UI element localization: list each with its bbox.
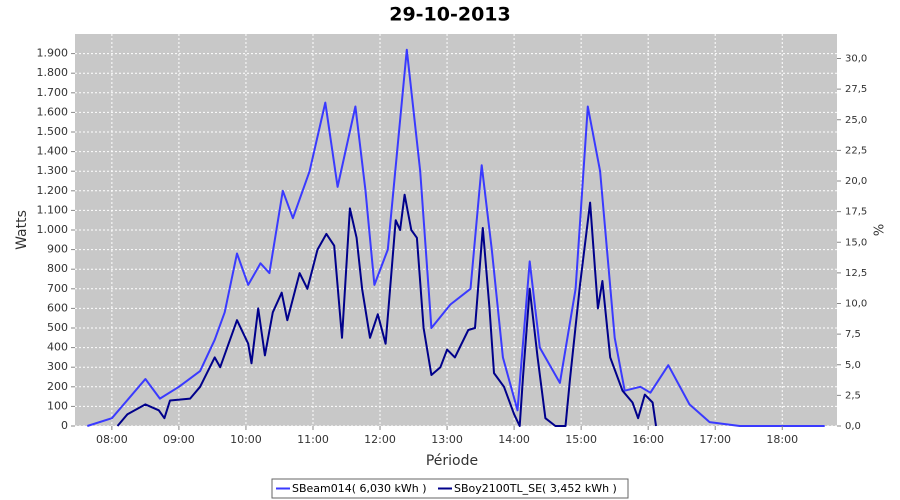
y2-tick-label: 17,5 xyxy=(845,207,867,218)
y-tick-label: 1.300 xyxy=(37,164,69,177)
x-tick-label: 13:00 xyxy=(431,433,463,446)
y-tick-label: 900 xyxy=(47,243,68,256)
x-tick-label: 18:00 xyxy=(766,433,798,446)
x-tick-label: 10:00 xyxy=(230,433,262,446)
y-tick-label: 600 xyxy=(47,301,68,314)
x-axis-label: Période xyxy=(426,453,478,469)
legend-label: SBeam014( 6,030 kWh ) xyxy=(292,482,427,495)
y2-tick-label: 22,5 xyxy=(845,145,867,156)
y-tick-label: 1.500 xyxy=(37,125,69,138)
chart-title: 29-10-2013 xyxy=(389,4,511,26)
y-axis-label: Watts xyxy=(14,210,30,250)
x-tick-label: 09:00 xyxy=(163,433,195,446)
y2-tick-label: 7,5 xyxy=(845,329,861,340)
y-tick-label: 400 xyxy=(47,341,68,354)
y-tick-label: 1.700 xyxy=(37,86,69,99)
y2-tick-label: 0,0 xyxy=(845,421,861,432)
y2-tick-label: 12,5 xyxy=(845,268,867,279)
y-tick-label: 500 xyxy=(47,321,68,334)
y-tick-label: 200 xyxy=(47,380,68,393)
x-tick-label: 14:00 xyxy=(498,433,530,446)
y2-tick-label: 20,0 xyxy=(845,176,867,187)
x-tick-label: 15:00 xyxy=(565,433,597,446)
y-tick-label: 1.200 xyxy=(37,184,69,197)
y2-tick-label: 2,5 xyxy=(845,390,861,401)
y-tick-label: 1.800 xyxy=(37,66,69,79)
marks xyxy=(86,48,825,427)
y2-tick-label: 27,5 xyxy=(845,84,867,95)
y-tick-label: 800 xyxy=(47,262,68,275)
x-tick-label: 11:00 xyxy=(297,433,329,446)
y2-tick-label: 15,0 xyxy=(845,237,867,248)
y2-tick-label: 10,0 xyxy=(845,299,867,310)
y2-tick-label: 25,0 xyxy=(845,115,867,126)
y-tick-label: 1.400 xyxy=(37,145,69,158)
y-tick-label: 300 xyxy=(47,360,68,373)
y2-tick-label: 30,0 xyxy=(845,54,867,65)
grid xyxy=(75,34,837,427)
series-line xyxy=(116,193,657,427)
y-tick-label: 700 xyxy=(47,282,68,295)
x-tick-label: 08:00 xyxy=(96,433,128,446)
y-tick-label: 1.000 xyxy=(37,223,69,236)
y-tick-label: 1.100 xyxy=(37,203,69,216)
x-tick-label: 12:00 xyxy=(364,433,396,446)
y-tick-label: 0 xyxy=(61,419,68,432)
x-tick-label: 17:00 xyxy=(699,433,731,446)
y-tick-label: 100 xyxy=(47,399,68,412)
legend-label: SBoy2100TL_SE( 3,452 kWh ) xyxy=(454,482,617,495)
y2-axis-label: % xyxy=(873,224,888,236)
y-tick-label: 1.900 xyxy=(37,47,69,60)
x-tick-label: 16:00 xyxy=(632,433,664,446)
y-tick-label: 1.600 xyxy=(37,105,69,118)
y2-tick-label: 5,0 xyxy=(845,360,861,371)
series-line xyxy=(86,48,825,427)
